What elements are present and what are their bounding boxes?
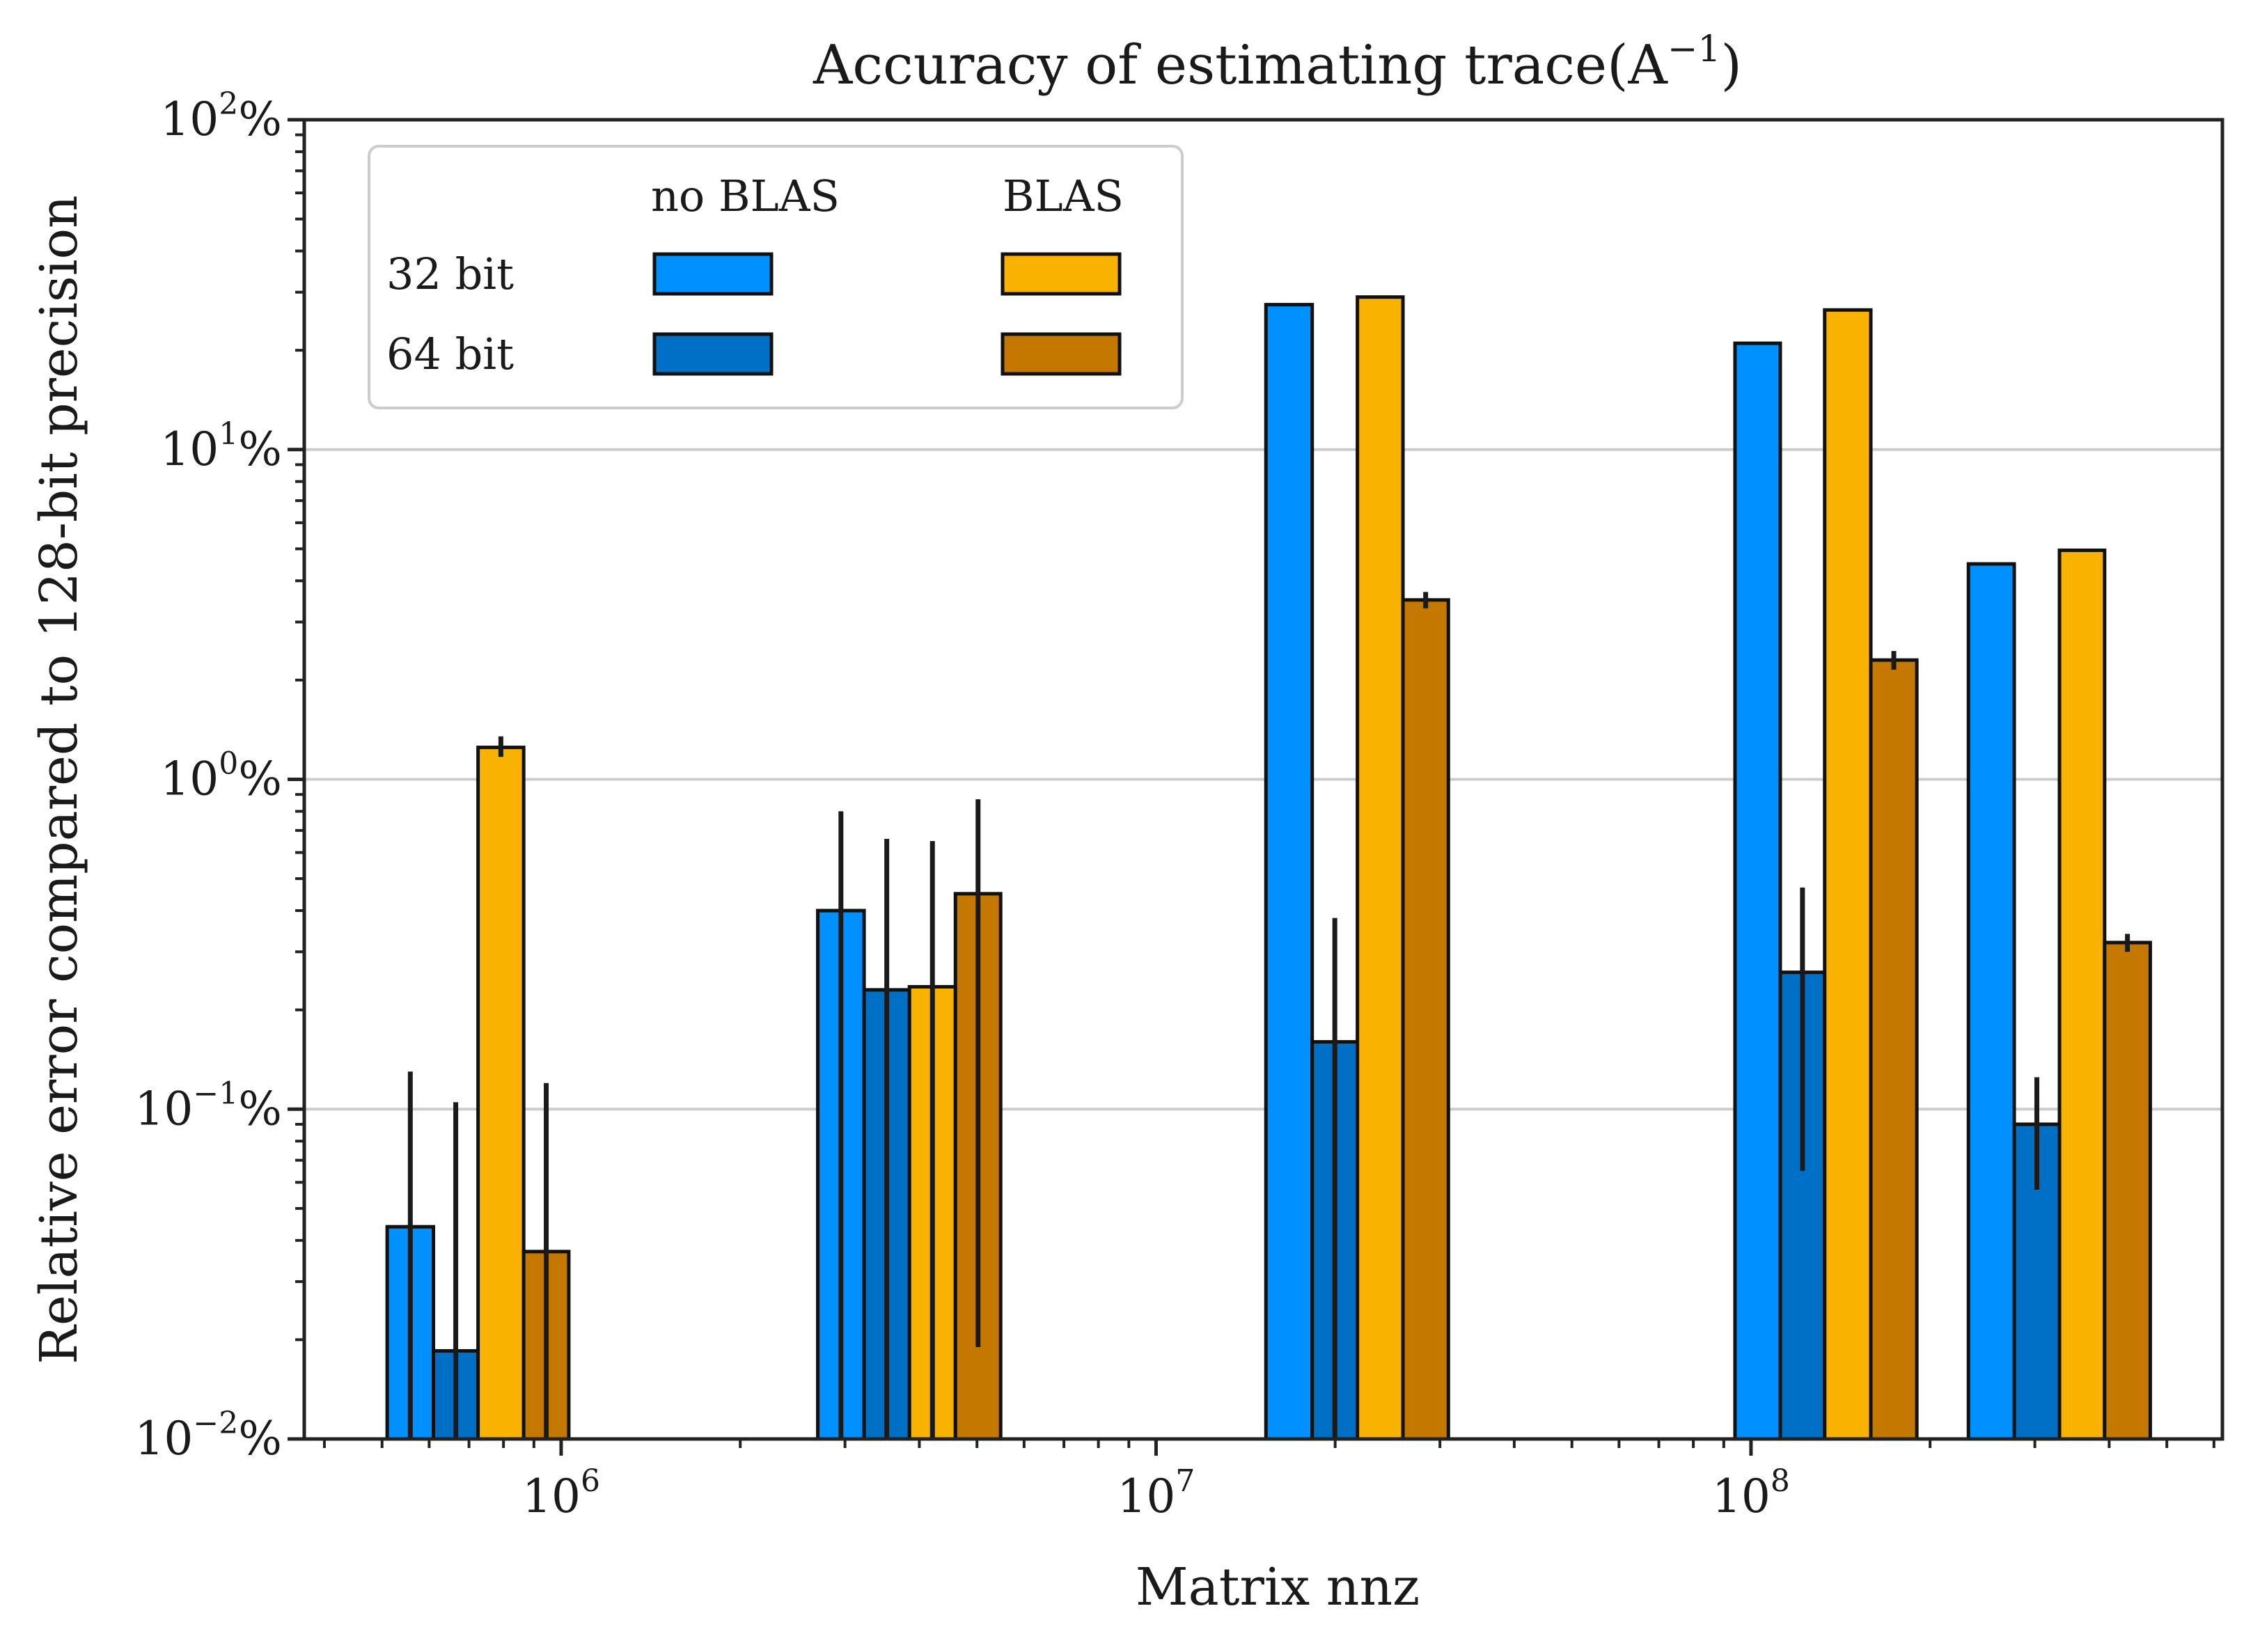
legend-swatch-blas-64bit xyxy=(1000,332,1122,376)
legend: no BLAS BLAS 32 bit 64 bit xyxy=(368,145,1184,409)
chart-title-superscript: −1 xyxy=(1667,29,1721,70)
x-axis-label: Matrix nnz xyxy=(1136,1557,1420,1617)
y-tick-label-1: 10−1% xyxy=(134,1076,282,1135)
bar-no-blas-32-bit-4 xyxy=(1966,562,2016,1441)
axis-ticks: 10−2% 10−1% 100% 101% 102% 106 107 108 xyxy=(134,86,2215,1523)
bar-blas-32-bit-2 xyxy=(1356,295,1405,1441)
bar-blas-64-bit-4 xyxy=(2103,941,2152,1441)
x-tick-label-0: 106 xyxy=(522,1463,600,1523)
x-tick-label-2: 108 xyxy=(1712,1463,1790,1523)
legend-swatch-blas-32bit xyxy=(1000,252,1122,296)
y-tick-label-4: 102% xyxy=(160,86,282,146)
legend-swatch-no-blas-64bit xyxy=(652,332,774,376)
legend-row-header-64bit: 64 bit xyxy=(386,329,514,379)
bar-blas-64-bit-3 xyxy=(1869,658,1919,1441)
y-tick-label-3: 101% xyxy=(160,416,282,476)
legend-row-header-32bit: 32 bit xyxy=(386,249,514,299)
y-axis-label: Relative error compared to 128-bit preci… xyxy=(29,195,89,1364)
legend-col-header-blas: BLAS xyxy=(1003,171,1124,221)
legend-box xyxy=(368,145,1184,409)
legend-swatch-no-blas-32bit xyxy=(652,252,774,296)
y-tick-label-0: 10−2% xyxy=(134,1406,282,1465)
bar-blas-32-bit-0 xyxy=(476,746,526,1441)
bar-blas-32-bit-4 xyxy=(2057,548,2107,1441)
bar-blas-32-bit-3 xyxy=(1823,308,1873,1441)
chart-title-close: ) xyxy=(1721,34,1742,97)
y-tick-label-2: 100% xyxy=(160,746,282,806)
chart-title-main: Accuracy of estimating trace(A xyxy=(813,34,1668,97)
x-tick-label-1: 107 xyxy=(1117,1463,1195,1523)
bar-blas-64-bit-2 xyxy=(1401,598,1450,1441)
legend-col-header-no-blas: no BLAS xyxy=(651,171,840,221)
chart-title: Accuracy of estimating trace(A−1) xyxy=(813,29,1742,97)
bar-no-blas-32-bit-3 xyxy=(1733,341,1782,1441)
bar-no-blas-32-bit-2 xyxy=(1264,303,1315,1441)
error-bars-layer xyxy=(407,592,2130,1439)
